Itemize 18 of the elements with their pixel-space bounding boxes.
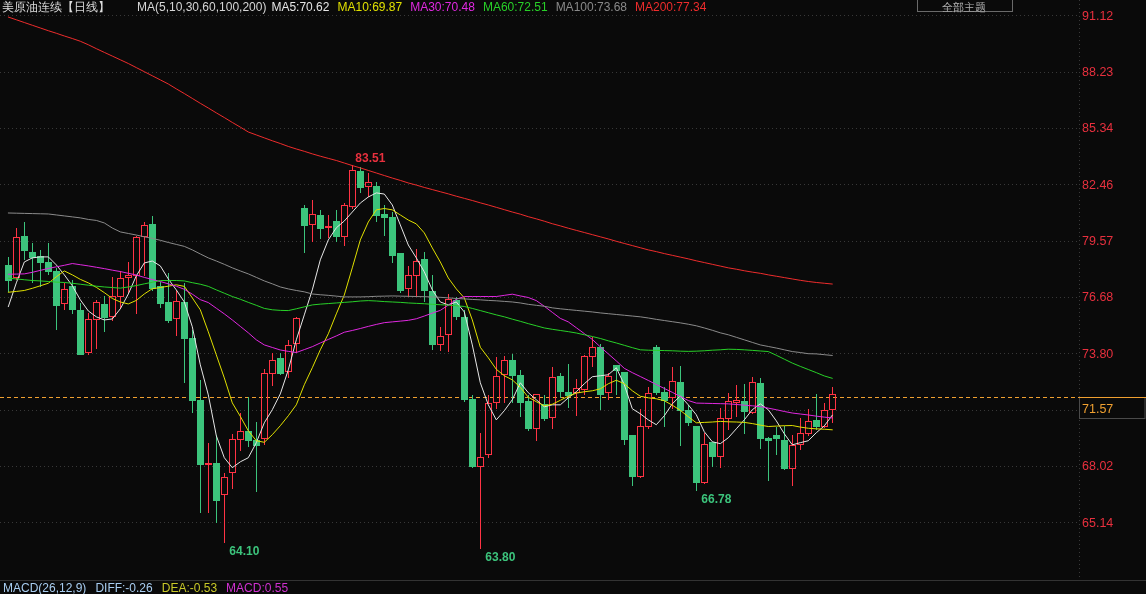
y-tick-label: 68.02	[1082, 459, 1114, 474]
price-label: 64.10	[229, 544, 260, 559]
price-label: 83.51	[355, 150, 386, 165]
y-tick-label: 85.34	[1082, 121, 1114, 136]
y-tick-label: 88.23	[1082, 65, 1114, 79]
price-label: 63.80	[485, 550, 516, 565]
y-tick-label: 91.12	[1082, 8, 1114, 23]
theme-button: 全部主题	[917, 0, 1013, 13]
ref-line-label: 71.57	[1082, 401, 1114, 416]
y-tick-label: 65.14	[1082, 515, 1114, 530]
y-tick-label: 73.80	[1082, 346, 1114, 361]
legend: MA5:70.62 MA10:69.87 MA30:70.48 MA60:72.51 MA100:73.68 MA200:77.34	[271, 0, 707, 14]
y-tick-label: 76.68	[1082, 290, 1114, 305]
footer: MACD(26,12,9) DIFF:-0.26 DEA:-0.53 MACD:0.55	[3, 581, 289, 594]
header: 美原油连续【日线】 MA(5,10,30,60,100,200)	[2, 0, 267, 14]
price-label: 66.78	[701, 492, 732, 507]
y-tick-label: 79.57	[1082, 234, 1114, 249]
y-tick-label: 82.46	[1082, 177, 1114, 192]
